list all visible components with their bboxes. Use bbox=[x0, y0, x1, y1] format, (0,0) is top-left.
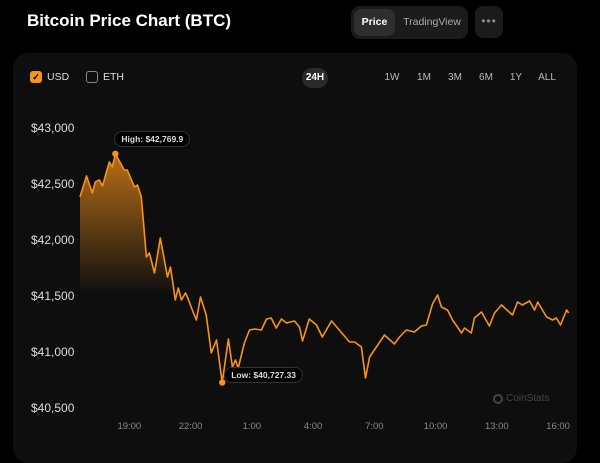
y-tick-label: $42,000 bbox=[31, 233, 75, 247]
price-area-fill bbox=[80, 153, 569, 408]
checkbox-empty-icon bbox=[86, 71, 98, 83]
x-tick-label: 4:00 bbox=[303, 421, 323, 432]
x-tick-label: 22:00 bbox=[178, 421, 203, 432]
timeframe-6m[interactable]: 6M bbox=[479, 72, 493, 83]
more-options-button[interactable]: ••• bbox=[475, 6, 503, 38]
view-toggle: Price TradingView bbox=[351, 6, 468, 39]
eth-label: ETH bbox=[103, 71, 124, 83]
x-tick-label: 1:00 bbox=[242, 421, 262, 432]
x-tick-label: 10:00 bbox=[423, 421, 448, 432]
tab-price[interactable]: Price bbox=[354, 9, 395, 36]
coinstats-logo-icon bbox=[493, 393, 503, 404]
high-point-marker bbox=[112, 150, 119, 157]
low-price-label: Low: $40,727.33 bbox=[224, 366, 303, 383]
tab-tradingview[interactable]: TradingView bbox=[403, 16, 461, 28]
checkmark-icon: ✓ bbox=[30, 71, 42, 83]
page-title: Bitcoin Price Chart (BTC) bbox=[27, 11, 232, 30]
usd-checkbox[interactable]: ✓ USD bbox=[30, 71, 69, 83]
x-tick-label: 19:00 bbox=[117, 421, 142, 432]
timeframe-1w[interactable]: 1W bbox=[384, 72, 400, 83]
usd-label: USD bbox=[47, 71, 70, 83]
y-tick-label: $42,500 bbox=[31, 177, 75, 191]
x-tick-label: 7:00 bbox=[365, 421, 384, 432]
timeframe-24h[interactable]: 24H bbox=[302, 68, 328, 88]
x-tick-label: 13:00 bbox=[484, 421, 509, 432]
high-price-label: High: $42,769.9 bbox=[114, 130, 191, 147]
timeframe-1y[interactable]: 1Y bbox=[509, 72, 523, 83]
price-chart[interactable] bbox=[0, 0, 600, 446]
eth-checkbox[interactable]: ETH bbox=[86, 71, 124, 83]
y-tick-label: $41,000 bbox=[31, 345, 75, 359]
timeframe-all[interactable]: ALL bbox=[538, 72, 556, 83]
price-line bbox=[79, 153, 570, 384]
timeframe-3m[interactable]: 3M bbox=[448, 72, 462, 83]
timeframe-1m[interactable]: 1M bbox=[417, 72, 431, 83]
y-tick-label: $41,500 bbox=[31, 289, 75, 303]
x-tick-label: 16:00 bbox=[546, 421, 570, 432]
y-tick-label: $43,000 bbox=[31, 121, 75, 135]
y-tick-label: $40,500 bbox=[31, 401, 75, 415]
coinstats-watermark: CoinStats bbox=[493, 393, 549, 404]
low-point-marker bbox=[219, 379, 226, 386]
